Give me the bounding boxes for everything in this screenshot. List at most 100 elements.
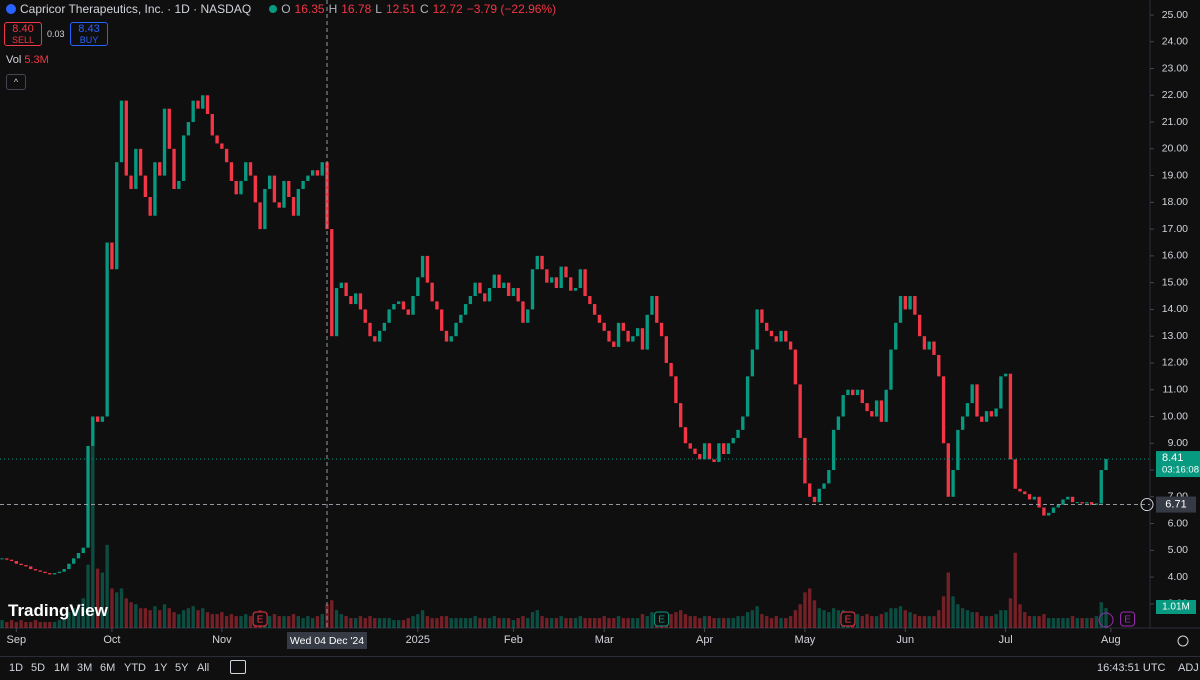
candle-body bbox=[502, 282, 506, 289]
volume-bar bbox=[153, 606, 157, 628]
candle-body bbox=[454, 322, 458, 337]
volume-bar bbox=[444, 616, 449, 628]
candle-body bbox=[808, 483, 812, 497]
candle-body bbox=[846, 389, 850, 396]
candle-body bbox=[420, 255, 425, 278]
volume-label-box bbox=[1156, 599, 1196, 614]
volume-bar bbox=[57, 620, 62, 628]
volume-bar bbox=[358, 616, 363, 628]
candle-body bbox=[841, 395, 845, 417]
candle-body bbox=[1023, 491, 1027, 495]
y-tick-label: 24.00 bbox=[1162, 36, 1188, 48]
candle-body bbox=[932, 341, 936, 355]
candle-body bbox=[989, 411, 993, 417]
volume-bar bbox=[621, 618, 625, 628]
volume-bar bbox=[583, 618, 587, 628]
range-button[interactable]: 3M bbox=[77, 662, 93, 674]
volume-bar bbox=[946, 572, 950, 628]
date-range-button[interactable] bbox=[230, 660, 246, 674]
volume-bar bbox=[755, 606, 759, 628]
x-tick-label: Oct bbox=[103, 634, 120, 646]
event-badge bbox=[654, 611, 670, 627]
volume-bar bbox=[540, 616, 544, 628]
candle-body bbox=[52, 573, 57, 575]
volume-bar bbox=[616, 616, 621, 628]
crosshair-x-box bbox=[287, 632, 368, 649]
candle-body bbox=[1037, 496, 1041, 508]
volume-bar bbox=[162, 604, 167, 628]
candle-body bbox=[516, 288, 520, 302]
crosshair-y-label: 6.71 bbox=[1165, 498, 1186, 510]
range-button[interactable]: 5Y bbox=[175, 662, 189, 674]
candle-body bbox=[86, 445, 90, 548]
range-button[interactable]: All bbox=[197, 662, 210, 674]
volume-bar bbox=[411, 616, 415, 628]
candle-body bbox=[468, 296, 473, 305]
event-badge bbox=[1120, 611, 1136, 627]
volume-bar bbox=[822, 610, 826, 628]
candle-body bbox=[91, 416, 95, 446]
candle-body bbox=[803, 437, 807, 484]
volume-bar bbox=[1066, 618, 1070, 628]
buy-button[interactable]: 8.43 BUY bbox=[70, 22, 108, 46]
volume-bar bbox=[191, 606, 195, 628]
candle-body bbox=[812, 496, 817, 503]
event-label: E bbox=[1124, 615, 1131, 626]
sell-button[interactable]: 8.40 SELL bbox=[4, 22, 42, 46]
range-button[interactable]: 1M bbox=[54, 662, 70, 674]
candle-body bbox=[836, 416, 841, 430]
candle-body bbox=[220, 143, 224, 149]
y-tick-label: 12.00 bbox=[1162, 357, 1188, 369]
candle-body bbox=[239, 180, 243, 195]
collapse-button[interactable]: ^ bbox=[6, 74, 26, 90]
volume-bar bbox=[717, 618, 721, 628]
candle-body bbox=[14, 561, 19, 564]
candle-body bbox=[827, 470, 831, 484]
volume-bar bbox=[999, 610, 1003, 628]
volume-value: 5.3M bbox=[24, 54, 49, 66]
x-tick-label: Apr bbox=[696, 634, 713, 646]
adj-button[interactable]: ADJ bbox=[1178, 662, 1199, 674]
range-button[interactable]: 1D bbox=[9, 662, 24, 674]
symbol[interactable]: Capricor Therapeutics, Inc. · 1D · NASDA… bbox=[20, 2, 252, 16]
candle-body bbox=[81, 547, 85, 554]
volume-bar bbox=[492, 616, 496, 628]
candle-body bbox=[731, 437, 735, 444]
candle-body bbox=[769, 330, 774, 337]
volume-bar bbox=[1080, 618, 1084, 628]
range-button[interactable]: YTD bbox=[124, 662, 146, 674]
volume-bar bbox=[119, 588, 124, 628]
candle-body bbox=[72, 558, 76, 564]
volume-bar bbox=[196, 610, 200, 628]
candle-body bbox=[401, 301, 406, 310]
x-tick-label: Mar bbox=[595, 634, 614, 646]
range-button[interactable]: 6M bbox=[100, 662, 116, 674]
range-button[interactable]: 5D bbox=[31, 662, 46, 674]
brand: TradingView bbox=[8, 601, 108, 620]
candle-body bbox=[597, 314, 602, 323]
candle-body bbox=[177, 180, 181, 189]
candle-body bbox=[774, 336, 778, 342]
volume-bar bbox=[788, 616, 793, 628]
volume-bar bbox=[549, 618, 554, 628]
volume-bar bbox=[559, 616, 563, 628]
volume-bar bbox=[138, 608, 143, 628]
volume-bar bbox=[487, 618, 492, 628]
candle-body bbox=[382, 322, 387, 331]
candle-body bbox=[143, 175, 148, 198]
candle-body bbox=[315, 170, 320, 176]
candle-body bbox=[707, 443, 712, 460]
volume-bar bbox=[989, 616, 993, 628]
candle-body bbox=[851, 389, 855, 396]
candle-body bbox=[416, 277, 420, 297]
candle-body bbox=[722, 443, 726, 454]
candle-body bbox=[741, 416, 745, 430]
clock: 16:43:51 UTC bbox=[1097, 662, 1166, 674]
candle-body bbox=[612, 341, 616, 347]
spread: 0.03 bbox=[47, 29, 65, 39]
range-button[interactable]: 1Y bbox=[154, 662, 168, 674]
volume-bar bbox=[43, 622, 47, 628]
volume-bar bbox=[5, 622, 9, 628]
y-tick-label: 9.00 bbox=[1168, 437, 1189, 449]
volume-bar bbox=[889, 608, 893, 628]
